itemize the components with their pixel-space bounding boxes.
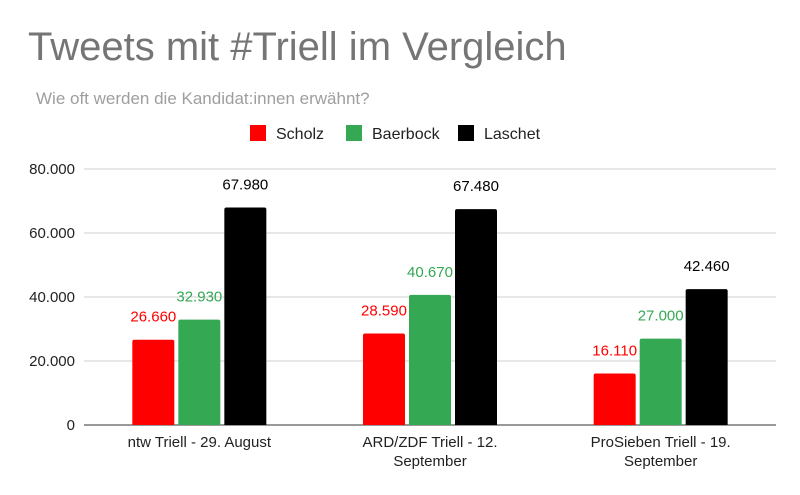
x-tick-label: ARD/ZDF Triell - 12. (362, 434, 497, 451)
bar-laschet (455, 209, 497, 425)
x-tick-label: ProSieben Triell - 19. (591, 434, 731, 451)
legend-label-scholz: Scholz (276, 126, 324, 143)
y-tick-label: 40.000 (29, 289, 75, 306)
legend-swatch-baerbock (346, 125, 362, 141)
legend-swatch-laschet (458, 125, 474, 141)
y-tick-label: 60.000 (29, 225, 75, 242)
bar-laschet (224, 207, 267, 425)
data-label: 16.110 (592, 342, 637, 359)
legend-label-laschet: Laschet (484, 126, 541, 143)
x-axis: ntw Triell - 29. August ARD/ZDF Triell - … (128, 434, 731, 470)
data-label: 32.930 (176, 289, 222, 306)
data-label: 27.000 (638, 308, 684, 325)
data-label: 67.480 (453, 178, 499, 195)
bar-scholz (593, 373, 636, 425)
data-label: 40.670 (407, 264, 453, 281)
legend-swatch-scholz (250, 125, 266, 141)
data-label: 42.460 (684, 258, 730, 275)
y-tick-label: 20.000 (29, 353, 75, 370)
chart-title: Tweets mit #Triell im Vergleich (28, 25, 567, 69)
y-axis: 0 20.000 40.000 60.000 80.000 (29, 161, 75, 434)
bar-baerbock (178, 319, 221, 425)
chart-subtitle: Wie oft werden die Kandidat:innen erwähn… (36, 89, 370, 108)
data-label: 26.660 (130, 309, 176, 326)
bar-baerbock (639, 338, 682, 425)
bars (132, 207, 728, 425)
legend-label-baerbock: Baerbock (372, 126, 441, 143)
y-tick-label: 0 (67, 417, 75, 434)
y-tick-label: 80.000 (29, 161, 75, 178)
x-tick-label: September (624, 453, 697, 470)
bar-scholz (363, 333, 405, 425)
x-tick-label: ntw Triell - 29. August (128, 434, 272, 451)
bar-laschet (685, 289, 728, 425)
bar-baerbock (409, 294, 451, 425)
data-label: 67.980 (222, 176, 268, 193)
data-label: 28.590 (361, 303, 407, 320)
bar-scholz (132, 339, 175, 425)
legend: Scholz Baerbock Laschet (250, 125, 541, 143)
x-tick-label: September (393, 453, 466, 470)
